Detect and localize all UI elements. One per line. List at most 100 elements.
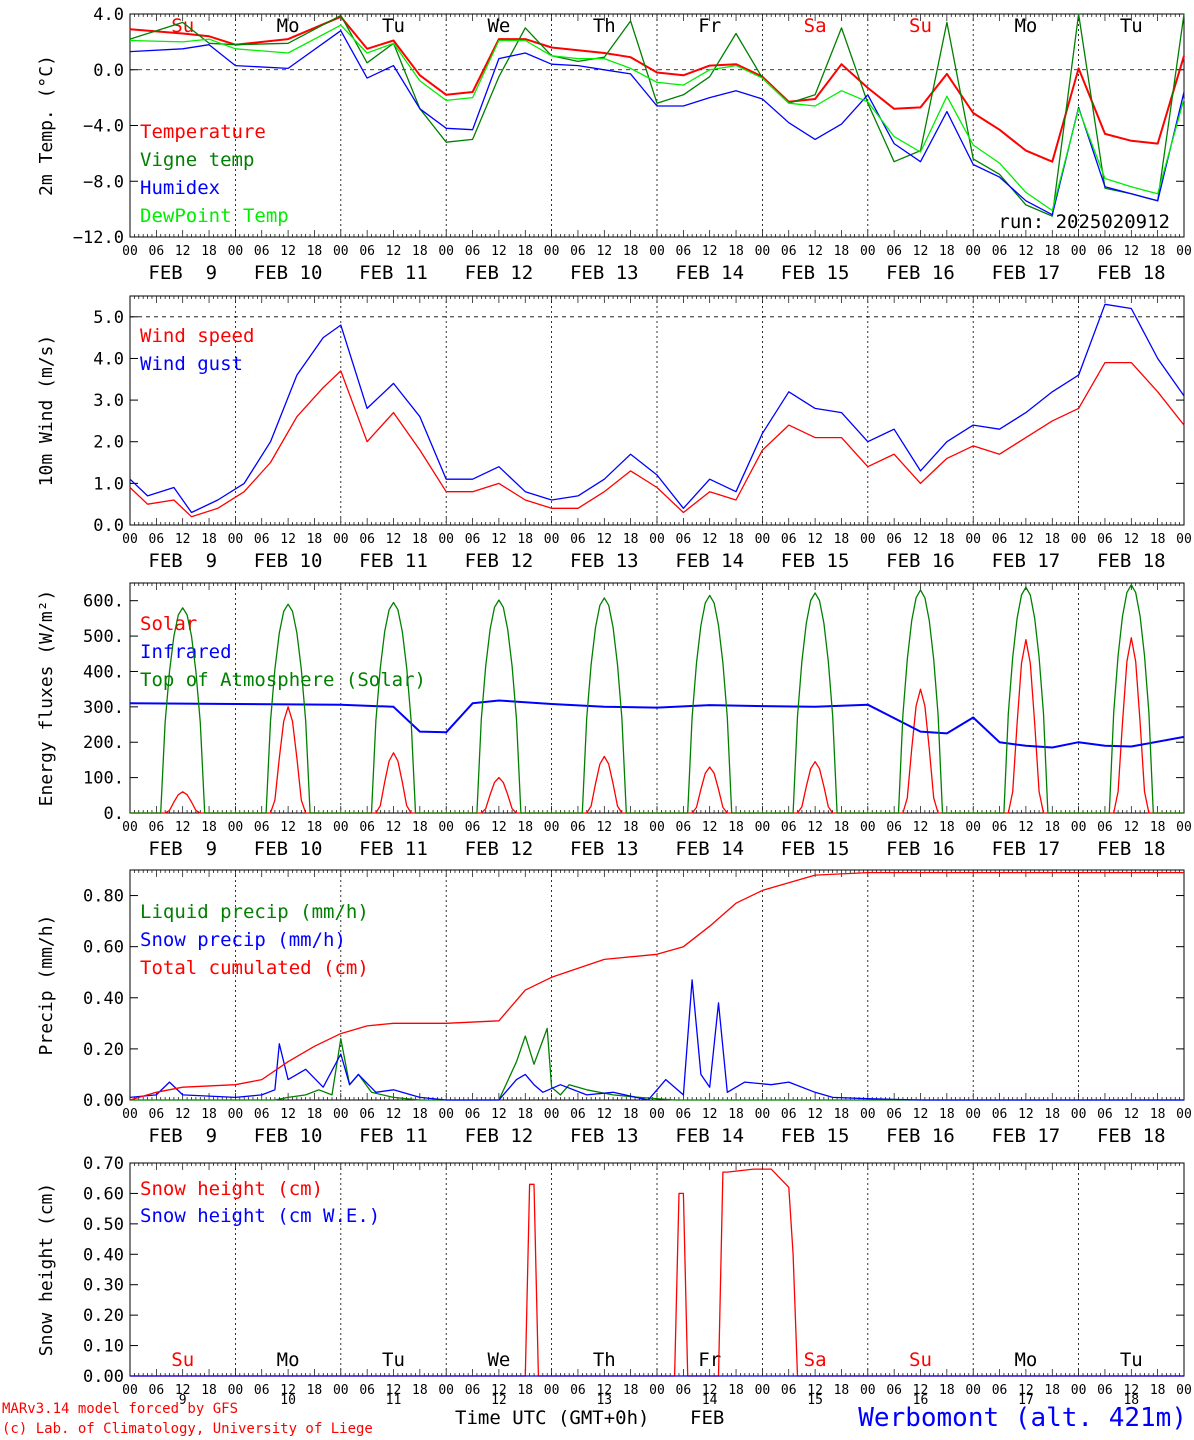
x-hour-label: 06 [359,1107,375,1122]
y-tick-label: 600. [83,592,124,612]
x-hour-label: 12 [175,820,191,835]
x-hour-label: 06 [149,1107,165,1122]
station-label: Werbomont (alt. 421m) [858,1403,1187,1433]
x-hour-label: 06 [886,532,902,547]
x-hour-label: 00 [438,1383,454,1398]
x-hour-label: 12 [175,532,191,547]
x-day-label: FEB 17 [992,1125,1061,1147]
x-hour-label: 00 [755,532,771,547]
x-day-label: FEB 15 [781,262,850,284]
x-hour-label: 18 [728,1383,744,1398]
weekday-label: Su [909,1349,932,1371]
series-line-energy-1 [129,699,1185,749]
plot-frame [129,295,1185,526]
panel-snow: 0.70 0.60 0.50 0.40 0.30 0.20 0.10 0.00 Snow hei… [36,1154,1192,1408]
x-hour-label: 12 [807,532,823,547]
legend-entry: Snow precip (mm/h) [140,929,346,951]
x-hour-label: 06 [149,532,165,547]
x-hour-label: 18 [939,820,955,835]
x-hour-label: 12 [702,1383,718,1398]
x-hour-label: 18 [728,820,744,835]
x-hour-label: 18 [939,532,955,547]
x-hour-label: 06 [992,244,1008,259]
x-hour-label: 06 [465,820,481,835]
x-day-label: FEB 17 [992,550,1061,572]
x-hour-label: 06 [781,532,797,547]
x-hour-label: 18 [201,1107,217,1122]
credit-line-2: (c) Lab. of Climatology, University of L… [2,1421,373,1437]
series-line-precip-1 [129,979,1184,1101]
weekday-label: Tu [382,15,405,37]
x-day-label: FEB 17 [992,838,1061,860]
x-hour-label: 00 [1176,1383,1192,1398]
credit-line-1: MARv3.14 model forced by GFS [2,1401,238,1417]
x-hour-label: 12 [280,244,296,259]
x-day-label: FEB 16 [886,838,955,860]
x-hour-label: 00 [333,820,349,835]
panel-energy: 600. 500. 400. 300. 200. 100. 0. Energy fluxes … [36,582,1192,860]
x-hour-label: 12 [1018,532,1034,547]
x-hour-label: 06 [149,1383,165,1398]
x-hour-label: 06 [886,244,902,259]
x-hour-label: 00 [965,820,981,835]
x-hour-label: 12 [913,820,929,835]
weekday-label: Tu [382,1349,405,1371]
legend-entry: DewPoint Temp [140,205,289,227]
y-tick-label: 0.0 [93,516,124,536]
x-hour-label: 06 [359,532,375,547]
x-day-label: FEB 15 [781,550,850,572]
x-day-label: FEB 9 [148,1125,217,1147]
x-hour-label: 00 [649,820,665,835]
y-tick-label: 5.0 [93,308,124,328]
y-tick-label: 3.0 [93,391,124,411]
x-hour-label: 06 [676,1383,692,1398]
x-hour-label: 00 [122,1383,138,1398]
x-day-number: 9 [179,1393,187,1408]
x-hour-label: 00 [1071,1383,1087,1398]
weekday-label: Mo [277,1349,300,1371]
y-axis-label: Precip (mm/h) [36,915,57,1056]
x-hour-label: 12 [702,820,718,835]
x-hour-label: 18 [307,532,323,547]
x-hour-label: 06 [676,244,692,259]
x-hour-label: 06 [570,1107,586,1122]
x-hour-label: 18 [834,1107,850,1122]
x-hour-label: 00 [860,1107,876,1122]
weekday-label: Su [171,1349,194,1371]
x-day-number: 13 [596,1393,612,1408]
y-tick-label: 0.40 [83,1245,124,1265]
x-hour-label: 00 [438,532,454,547]
x-hour-label: 06 [781,1383,797,1398]
x-hour-label: 00 [1176,820,1192,835]
x-hour-label: 12 [1018,1107,1034,1122]
x-hour-label: 12 [280,1107,296,1122]
x-hour-label: 06 [254,244,270,259]
x-hour-label: 18 [517,1383,533,1398]
x-hour-label: 06 [254,1107,270,1122]
legend-entry: Wind speed [140,325,254,347]
legend-entry: Snow height (cm) [140,1178,323,1200]
x-hour-label: 12 [1018,1383,1034,1398]
series-line-temperature-2 [129,30,1185,216]
x-hour-label: 18 [201,1383,217,1398]
x-hour-label: 12 [386,1107,402,1122]
x-hour-label: 12 [175,1107,191,1122]
x-day-label: FEB 13 [570,1125,639,1147]
x-day-label: FEB 14 [675,550,744,572]
x-hour-label: 00 [438,820,454,835]
x-hour-label: 00 [860,532,876,547]
x-hour-label: 00 [333,1383,349,1398]
panel-wind: 5.0 4.0 3.0 2.0 1.0 0.0 10m Wind (m/s) 00 06 12 18… [36,295,1192,572]
series-line-temperature-1 [129,13,1185,217]
x-hour-label: 00 [649,532,665,547]
x-day-label: FEB 13 [570,262,639,284]
x-hour-label: 18 [623,244,639,259]
y-tick-label: 0.60 [83,1184,124,1204]
x-hour-label: 12 [1123,1383,1139,1398]
x-hour-label: 12 [491,1383,507,1398]
series-line-energy-2 [130,584,1184,814]
x-hour-label: 06 [254,532,270,547]
weekday-label: Su [909,15,932,37]
x-hour-label: 00 [228,1107,244,1122]
x-hour-label: 06 [570,244,586,259]
